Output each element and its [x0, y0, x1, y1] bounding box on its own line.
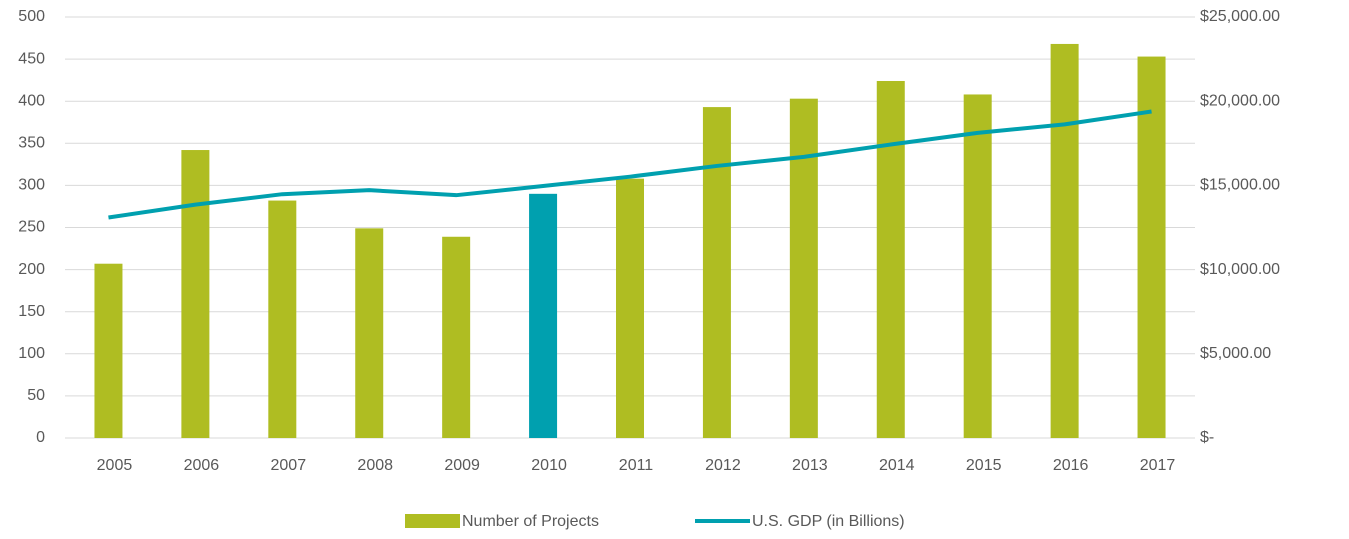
- x-tick-label: 2005: [97, 457, 133, 474]
- bar: [442, 236, 471, 438]
- bar: [268, 200, 297, 438]
- x-tick-label: 2012: [705, 457, 741, 474]
- x-tick-label: 2017: [1140, 457, 1176, 474]
- y2-tick-label: $20,000.00: [1200, 92, 1280, 109]
- bar: [94, 263, 123, 438]
- bar: [1050, 43, 1079, 438]
- x-tick-label: 2014: [879, 457, 915, 474]
- x-tick-label: 2016: [1053, 457, 1089, 474]
- x-tick-label: 2008: [357, 457, 393, 474]
- y2-tick-label: $-: [1200, 429, 1214, 446]
- x-tick-label: 2007: [271, 457, 307, 474]
- y-tick-label: 400: [18, 92, 45, 109]
- bar: [1137, 56, 1166, 438]
- y2-tick-label: $15,000.00: [1200, 177, 1280, 194]
- bar: [789, 98, 818, 438]
- y2-tick-label: $25,000.00: [1200, 8, 1280, 25]
- y-tick-label: 450: [18, 50, 45, 67]
- bar: [702, 107, 731, 439]
- y2-tick-label: $5,000.00: [1200, 345, 1271, 362]
- bar: [876, 80, 905, 438]
- y-tick-label: 250: [18, 219, 45, 236]
- bar: [963, 94, 992, 439]
- x-tick-label: 2009: [444, 457, 480, 474]
- legend-swatch: [405, 514, 460, 528]
- x-tick-label: 2015: [966, 457, 1002, 474]
- y-tick-label: 150: [18, 303, 45, 320]
- x-tick-label: 2011: [619, 457, 654, 474]
- y-tick-label: 300: [18, 177, 45, 194]
- legend-label: U.S. GDP (in Billions): [752, 513, 905, 530]
- y-tick-label: 350: [18, 135, 45, 152]
- legend-label: Number of Projects: [462, 513, 599, 530]
- bar: [529, 193, 558, 438]
- y-tick-label: 50: [27, 387, 45, 404]
- bar: [616, 178, 644, 438]
- x-tick-label: 2013: [792, 457, 828, 474]
- y-tick-label: 0: [36, 429, 45, 446]
- y2-tick-label: $10,000.00: [1200, 261, 1280, 278]
- y-tick-label: 100: [18, 345, 45, 362]
- bar: [181, 150, 210, 438]
- y-tick-label: 500: [18, 8, 45, 25]
- y-tick-label: 200: [18, 261, 45, 278]
- bar: [355, 228, 384, 438]
- x-tick-label: 2006: [184, 457, 220, 474]
- line: [108, 109, 1152, 220]
- x-tick-label: 2010: [531, 457, 567, 474]
